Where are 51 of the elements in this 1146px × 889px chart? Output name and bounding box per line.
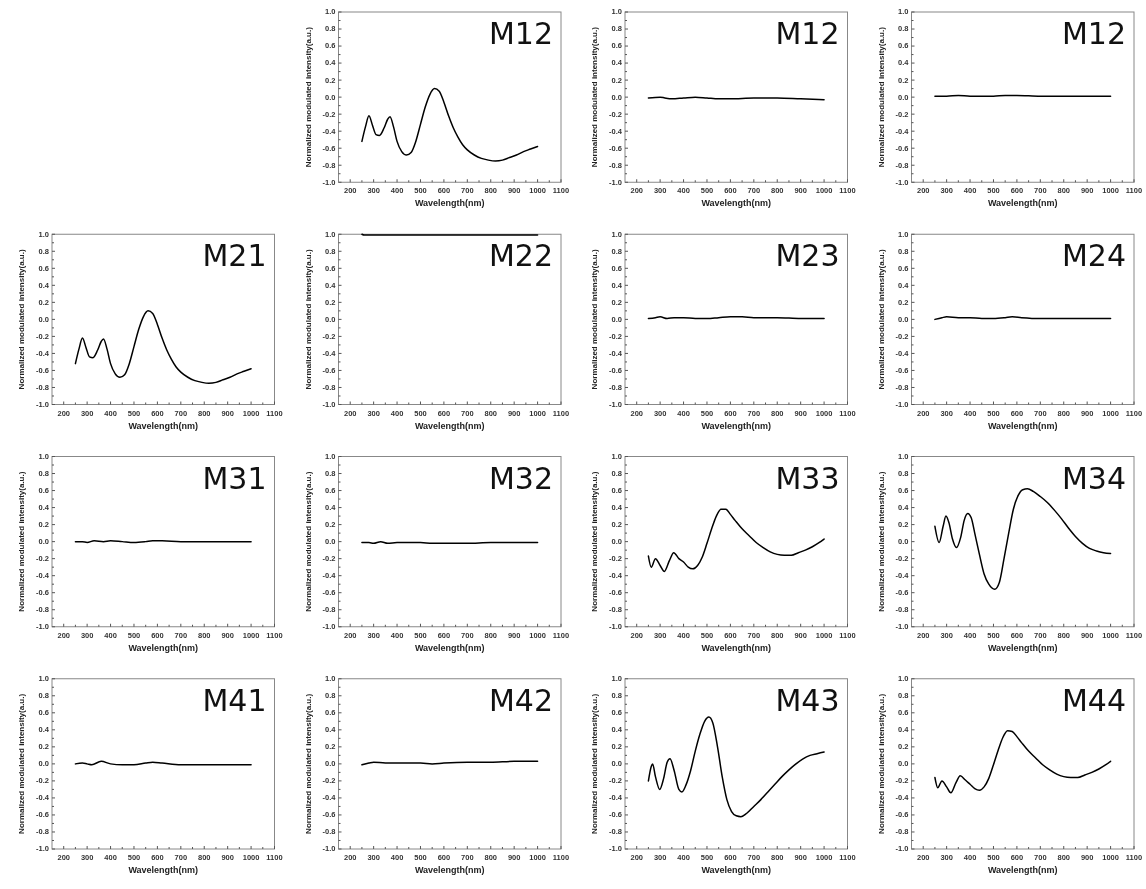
x-axis-title: Wavelength(nm) bbox=[701, 198, 772, 209]
annotation: M31 bbox=[202, 460, 267, 496]
annotation: M12 bbox=[488, 16, 553, 51]
annotation: M24 bbox=[1061, 238, 1126, 274]
y-axis-title: Normalized modulated intensity(a.u.) bbox=[876, 249, 886, 390]
y-axis-title: Normalized modulated intensity(a.u.) bbox=[590, 249, 599, 390]
x-axis-title: Wavelength(nm) bbox=[701, 642, 772, 653]
x-axis-title: Wavelength(nm) bbox=[128, 420, 199, 431]
y-axis-title: Normalized modulated intensity(a.u.) bbox=[303, 249, 313, 390]
y-axis-title: Normalized modulated intensity(a.u.) bbox=[876, 26, 886, 168]
x-axis-title: Wavelength(nm) bbox=[987, 420, 1058, 431]
annotation: M41 bbox=[202, 682, 267, 718]
x-axis-title: Wavelength(nm) bbox=[414, 198, 485, 209]
annotation: M43 bbox=[775, 682, 840, 718]
y-axis-title: Normalized modulated intensity(a.u.) bbox=[590, 693, 599, 834]
annotation: M23 bbox=[775, 238, 840, 274]
x-axis-title: Wavelength(nm) bbox=[414, 642, 485, 653]
annotation: M33 bbox=[775, 460, 840, 496]
annotation: M32 bbox=[488, 460, 553, 496]
line-series bbox=[647, 508, 825, 573]
y-axis-title: Normalized modulated intensity(a.u.) bbox=[303, 26, 313, 168]
x-axis-title: Wavelength(nm) bbox=[414, 865, 485, 875]
x-axis-title: Wavelength(nm) bbox=[701, 865, 772, 875]
annotation: M12 bbox=[775, 16, 840, 51]
annotation: M44 bbox=[1061, 682, 1126, 718]
x-axis-title: Wavelength(nm) bbox=[128, 865, 199, 875]
line-series bbox=[934, 729, 1112, 794]
annotation: M22 bbox=[488, 238, 553, 274]
x-axis-title: Wavelength(nm) bbox=[987, 865, 1058, 875]
line-series bbox=[74, 310, 252, 384]
y-axis-title: Normalized modulated intensity(a.u.) bbox=[876, 693, 886, 834]
x-axis-title: Wavelength(nm) bbox=[987, 198, 1058, 209]
x-axis-title: Wavelength(nm) bbox=[701, 420, 772, 431]
annotation: M21 bbox=[202, 238, 267, 274]
annotation: M34 bbox=[1061, 460, 1126, 496]
y-axis-title: Normalized modulated intensity(a.u.) bbox=[590, 26, 599, 168]
y-axis-title: Normalized modulated intensity(a.u.) bbox=[17, 249, 26, 390]
y-axis-title: Normalized modulated intensity(a.u.) bbox=[17, 693, 26, 834]
y-axis-title: Normalized modulated intensity(a.u.) bbox=[303, 693, 313, 834]
line-series bbox=[934, 488, 1112, 591]
line-series bbox=[647, 716, 825, 818]
y-axis-title: Normalized modulated intensity(a.u.) bbox=[876, 471, 886, 612]
x-axis-title: Wavelength(nm) bbox=[414, 420, 485, 431]
x-axis-title: Wavelength(nm) bbox=[987, 642, 1058, 653]
y-axis-title: Normalized modulated intensity(a.u.) bbox=[17, 471, 26, 612]
annotation: M12 bbox=[1061, 16, 1126, 51]
y-axis-title: Normalized modulated intensity(a.u.) bbox=[590, 471, 599, 612]
y-axis-title: Normalized modulated intensity(a.u.) bbox=[303, 471, 313, 612]
annotation: M42 bbox=[488, 682, 553, 718]
line-series bbox=[361, 87, 539, 162]
x-axis-title: Wavelength(nm) bbox=[128, 642, 199, 653]
